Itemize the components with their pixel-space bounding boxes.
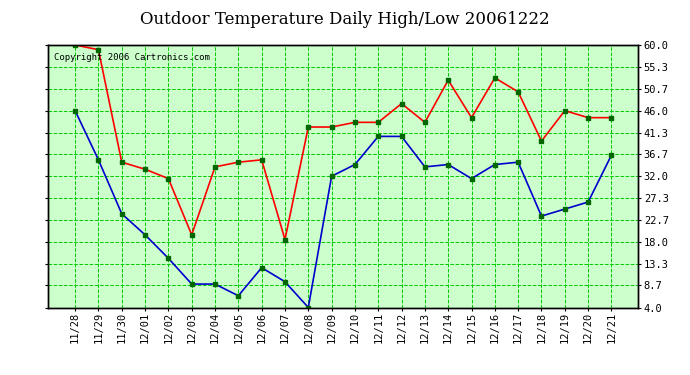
Text: Outdoor Temperature Daily High/Low 20061222: Outdoor Temperature Daily High/Low 20061… bbox=[140, 11, 550, 28]
Text: Copyright 2006 Cartronics.com: Copyright 2006 Cartronics.com bbox=[55, 53, 210, 62]
